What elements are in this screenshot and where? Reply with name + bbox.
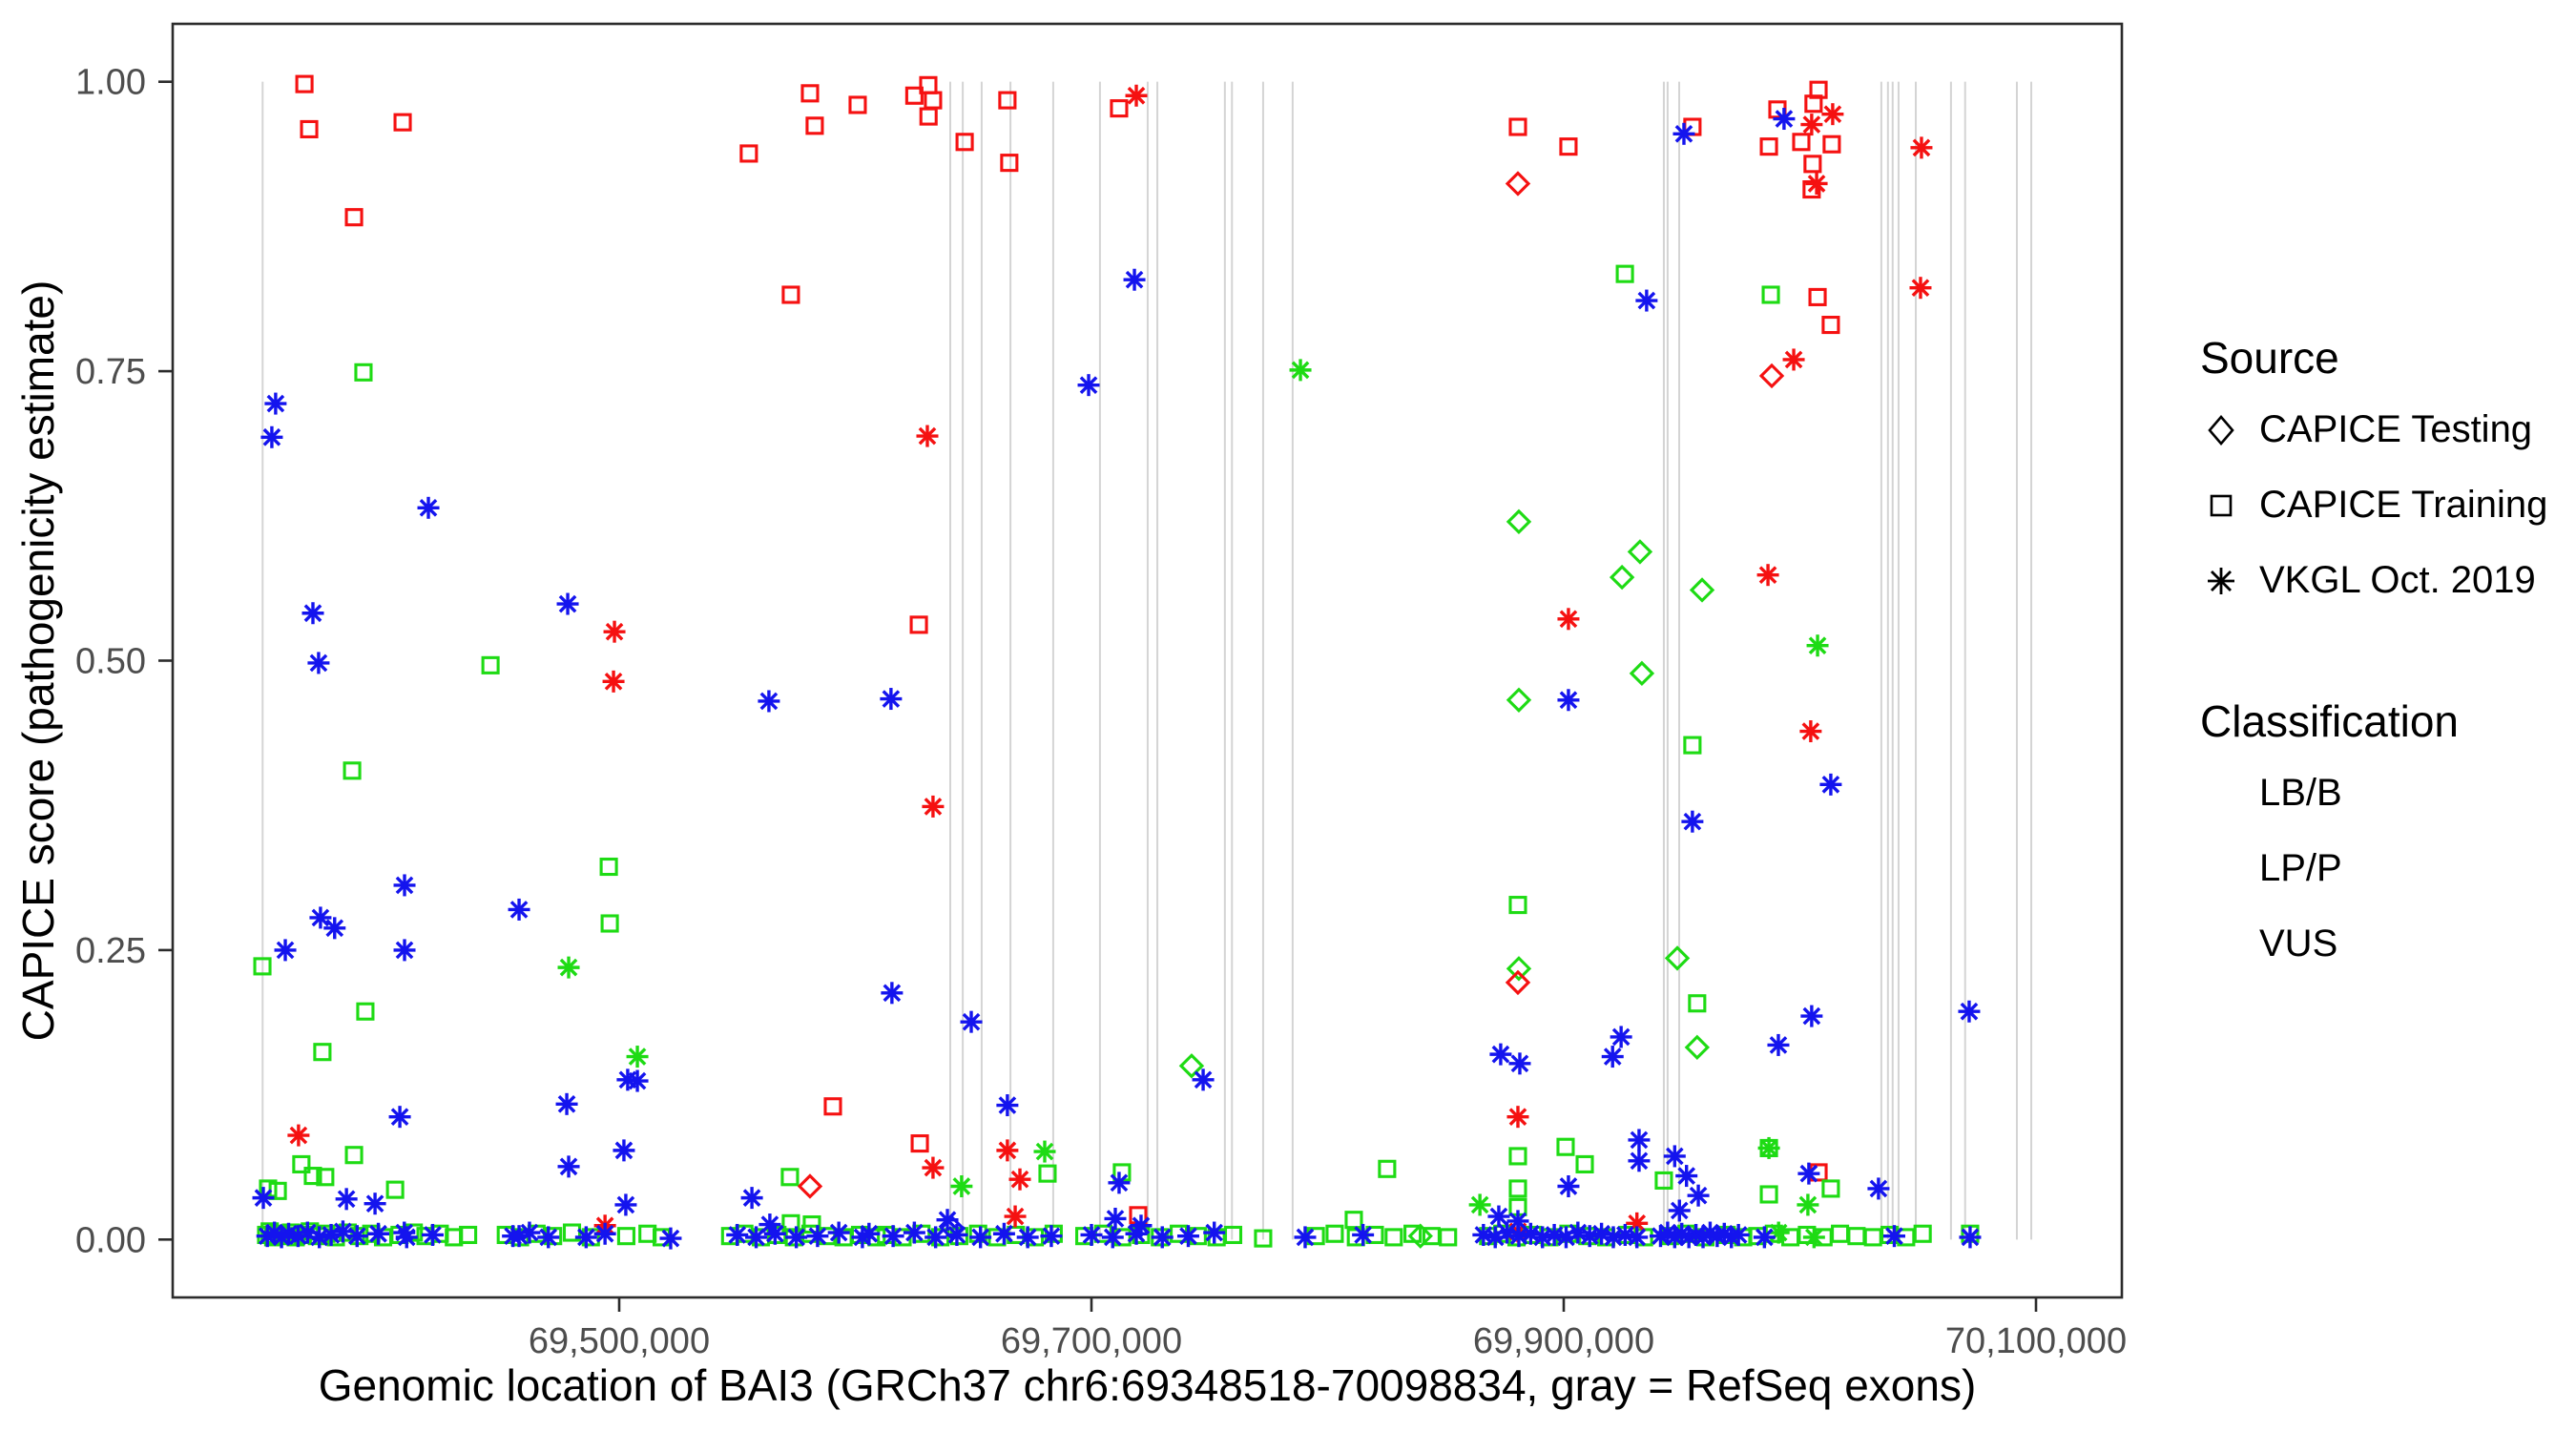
legend-item-label: LP/P (2259, 847, 2342, 889)
legend-item-label: VUS (2259, 923, 2338, 964)
diamond-icon (2200, 409, 2242, 451)
legend-classification-group: Classification LB/B LP/P VUS (2200, 695, 2572, 965)
legend-gap (2200, 634, 2572, 695)
y-tick-label: 1.00 (75, 63, 146, 103)
legend-source-title: Source (2200, 333, 2339, 383)
legend-item-lpp: LP/P (2200, 847, 2572, 890)
legend-item-label: VKGL Oct. 2019 (2259, 559, 2536, 601)
legend-item-label: LB/B (2259, 772, 2342, 814)
series-vkgl-oct-2019-lb-b (557, 359, 1829, 1249)
x-tick-label: 69,700,000 (1001, 1321, 1182, 1361)
x-axis-title: Genomic location of BAI3 (GRCh37 chr6:69… (319, 1360, 1977, 1410)
legend-item-vkgl: VKGL Oct. 2019 (2200, 559, 2572, 602)
legend-item-label: CAPICE Training (2259, 484, 2548, 526)
square-icon (2200, 485, 2242, 527)
series-vkgl-oct-2019-vus (252, 108, 1982, 1250)
x-tick-label: 69,900,000 (1473, 1321, 1654, 1361)
series-capice-training-lb-b (253, 264, 1980, 1248)
lbb-dot-icon (2200, 773, 2242, 815)
y-tick-label: 0.25 (75, 931, 146, 971)
x-tick-label: 70,100,000 (1945, 1321, 2127, 1361)
y-tick-label: 0.00 (75, 1220, 146, 1260)
legend-item-label: CAPICE Testing (2259, 408, 2533, 450)
series-capice-testing-lp-p (797, 171, 1785, 1199)
legend-item-vus: VUS (2200, 923, 2572, 965)
asterisk-icon (2200, 560, 2242, 602)
legend-item-capice-testing: CAPICE Testing (2200, 408, 2572, 451)
refseq-exon-lines (261, 81, 2033, 1240)
axes: 69,500,000 69,700,000 69,900,000 70,100,000… (75, 63, 2127, 1361)
legend-item-lbb: LB/B (2200, 772, 2572, 815)
legend-classification-title: Classification (2200, 696, 2459, 746)
vus-dot-icon (2200, 923, 2242, 965)
y-tick-label: 0.50 (75, 642, 146, 682)
series-capice-testing-lb-b (1178, 508, 1715, 1249)
lpp-dot-icon (2200, 848, 2242, 890)
legend-item-capice-training: CAPICE Training (2200, 484, 2572, 527)
y-axis-title: CAPICE score (pathogenicity estimate) (13, 280, 63, 1042)
legend: Source CAPICE Testing CAPICE Training (2200, 332, 2572, 998)
series-vkgl-oct-2019-lp-p (287, 84, 1933, 1243)
legend-source-group: Source CAPICE Testing CAPICE Training (2200, 332, 2572, 602)
series-capice-training-lp-p (295, 74, 1841, 1225)
x-tick-label: 69,500,000 (529, 1321, 710, 1361)
y-tick-label: 0.75 (75, 352, 146, 392)
